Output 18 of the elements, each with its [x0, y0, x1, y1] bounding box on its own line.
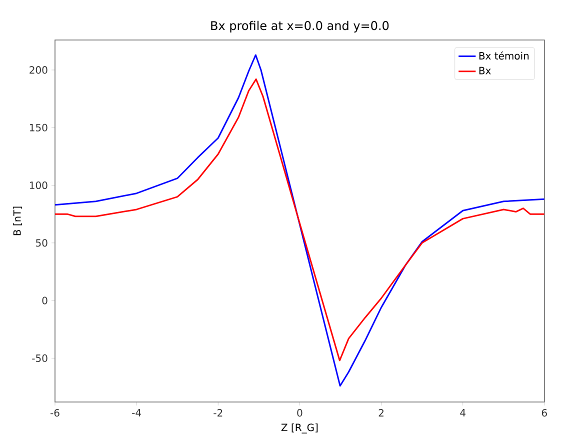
x-tick-label: 0: [297, 409, 302, 417]
x-tick-label: 6: [542, 409, 547, 417]
y-tick-label: 50: [36, 239, 48, 247]
y-tick-label: 200: [30, 66, 48, 74]
chart-title: Bx profile at x=0.0 and y=0.0: [211, 20, 389, 32]
x-tick-label: -6: [50, 409, 60, 417]
y-tick-label: 100: [30, 181, 48, 190]
y-tick-label: 0: [42, 296, 48, 304]
y-axis-title: B [nT]: [13, 206, 22, 236]
x-tick-label: -2: [214, 409, 222, 416]
x-tick-label: 2: [378, 409, 384, 416]
legend-label: Bx: [479, 66, 491, 74]
y-tick-label: -50: [32, 354, 48, 362]
x-tick-label: -4: [132, 409, 141, 416]
y-tick-label: 150: [30, 124, 48, 132]
x-axis-title: Z [R_G]: [281, 423, 318, 434]
legend-label: Bx témoin: [479, 51, 529, 60]
x-tick-label: 4: [460, 409, 466, 416]
